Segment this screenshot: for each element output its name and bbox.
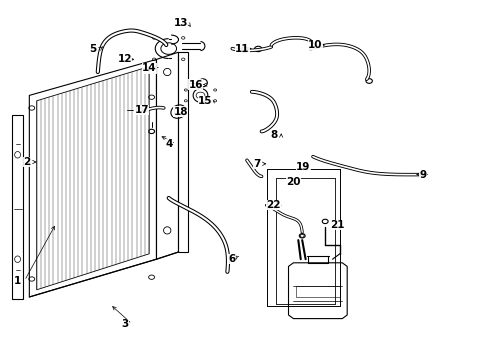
Text: 13: 13 xyxy=(173,18,188,28)
Text: 11: 11 xyxy=(234,44,249,54)
Text: 5: 5 xyxy=(89,44,96,54)
Text: 6: 6 xyxy=(228,254,235,264)
Text: 14: 14 xyxy=(142,63,156,73)
Text: 17: 17 xyxy=(134,105,149,115)
Text: 15: 15 xyxy=(198,96,212,106)
Text: 16: 16 xyxy=(188,80,203,90)
Text: 8: 8 xyxy=(270,130,277,140)
Text: 19: 19 xyxy=(295,162,310,172)
Text: 4: 4 xyxy=(164,139,172,149)
Text: 2: 2 xyxy=(23,157,30,167)
Text: 3: 3 xyxy=(121,319,128,329)
Text: 10: 10 xyxy=(307,40,322,50)
Text: 18: 18 xyxy=(173,107,188,117)
Text: 20: 20 xyxy=(285,177,300,187)
Text: 21: 21 xyxy=(329,220,344,230)
Text: 7: 7 xyxy=(252,159,260,169)
Text: 22: 22 xyxy=(266,200,281,210)
Text: 12: 12 xyxy=(117,54,132,64)
Text: 1: 1 xyxy=(14,276,20,286)
Text: 9: 9 xyxy=(419,170,426,180)
Bar xyxy=(295,286,339,297)
